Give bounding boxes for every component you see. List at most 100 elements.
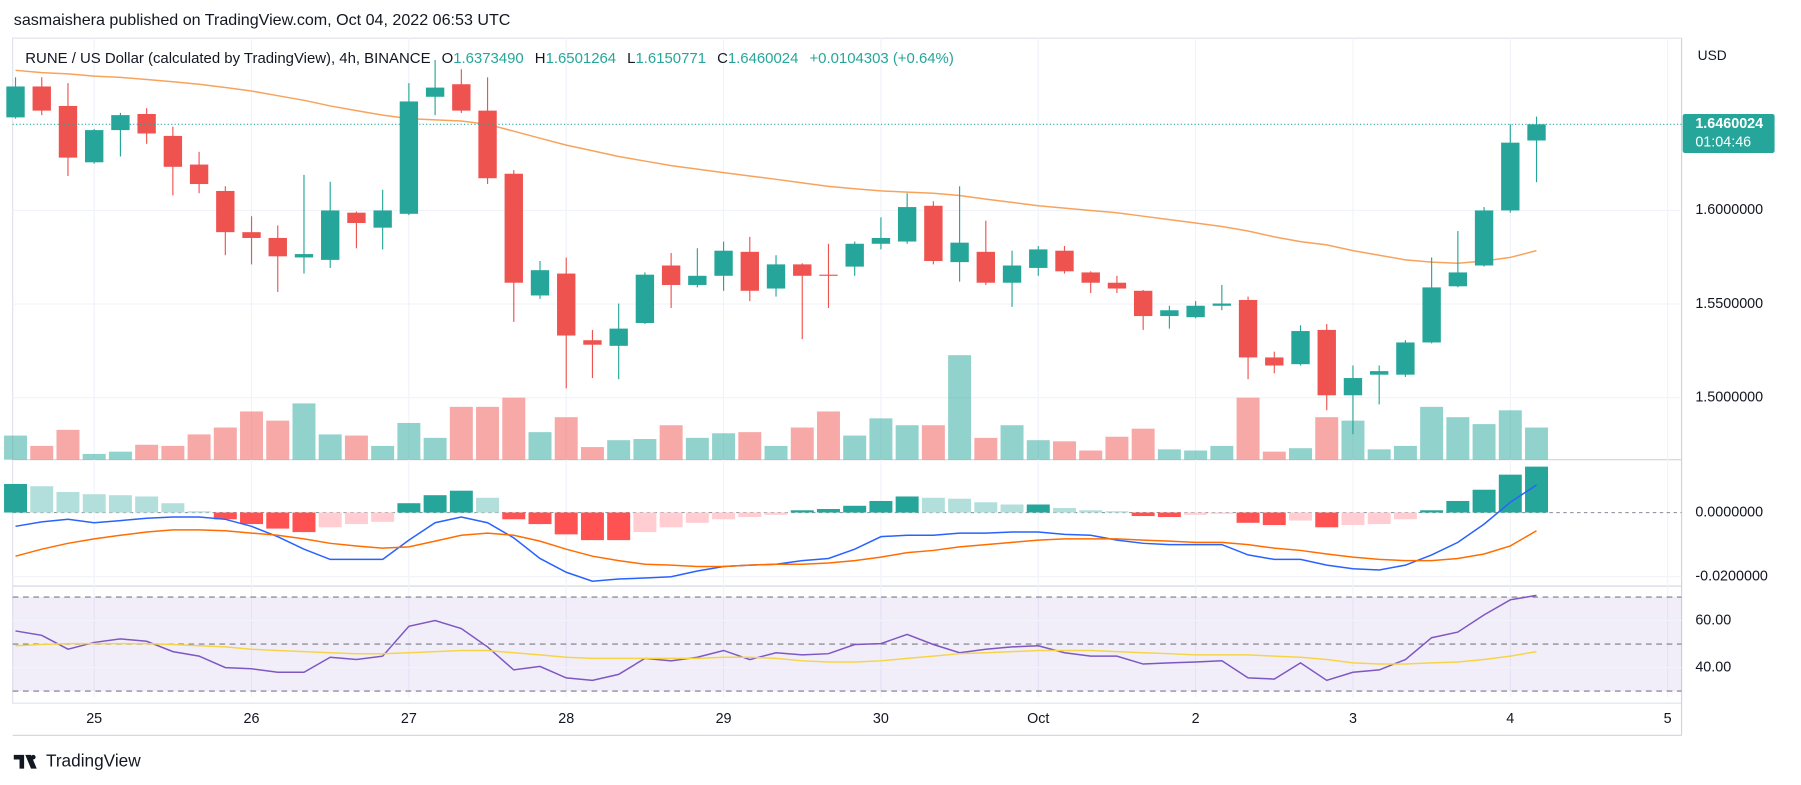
histogram-bar	[161, 503, 185, 513]
candle-body	[1343, 378, 1363, 396]
candle-body	[1133, 290, 1153, 317]
volume-bar	[135, 444, 159, 460]
indicator-line	[15, 594, 1537, 682]
x-tick-label: 29	[716, 711, 732, 727]
y-tick-label: -0.0200000	[1695, 569, 1768, 585]
histogram-bar	[607, 512, 631, 541]
candle-body	[609, 328, 628, 346]
volume-bar	[1289, 448, 1312, 460]
candle-body	[583, 340, 602, 345]
volume-bar	[790, 427, 814, 460]
x-tick-label: 2	[1192, 711, 1200, 727]
ohlc-value: 1.6373490	[453, 50, 524, 67]
brand-name: TradingView	[46, 750, 141, 770]
brand-logo: TradingView	[13, 750, 141, 770]
volume-bar	[1026, 440, 1050, 460]
volume-bar	[633, 439, 657, 460]
histogram-bar	[397, 503, 421, 513]
logo-icon	[13, 754, 37, 769]
histogram-bar	[1472, 489, 1496, 513]
histogram-bar	[633, 512, 657, 533]
candle-body	[1238, 299, 1258, 358]
volume-bar	[502, 397, 526, 460]
candle-body	[557, 273, 576, 336]
candle-body	[1081, 272, 1100, 283]
candle-body	[32, 86, 51, 111]
histogram-bar	[528, 512, 552, 525]
x-tick-label: 28	[558, 711, 574, 727]
y-tick-label: 1.6000000	[1695, 202, 1763, 218]
volume-bar	[1420, 406, 1444, 460]
histogram-bar	[135, 496, 159, 513]
y-tick-label: 0.0000000	[1695, 504, 1763, 520]
histogram-bar	[108, 495, 132, 513]
indicator-line	[15, 642, 1537, 665]
volume-bar	[921, 425, 945, 460]
candle-body	[189, 164, 209, 185]
histogram-bar	[266, 512, 290, 529]
candle-body	[85, 130, 104, 163]
candle-body	[740, 251, 759, 291]
histogram-bar	[1105, 511, 1129, 513]
candle-body	[478, 110, 497, 179]
candle-body	[530, 270, 550, 296]
countdown-label: 01:04:46	[1695, 134, 1751, 150]
histogram-bar	[30, 486, 54, 513]
volume-bar	[1105, 436, 1129, 460]
histogram-bar	[816, 508, 840, 513]
candle-body	[242, 232, 261, 238]
volume-bar	[318, 434, 342, 460]
legend: RUNE / US Dollar (calculated by TradingV…	[25, 50, 954, 67]
volume-bar	[108, 451, 132, 460]
x-tick-label: 4	[1506, 711, 1514, 727]
histogram-bar	[1315, 512, 1339, 528]
volume-bar	[685, 437, 709, 460]
histogram-bar	[1367, 512, 1391, 525]
candle-body	[268, 237, 287, 257]
volume-bar	[607, 440, 631, 460]
candle-body	[1160, 310, 1179, 317]
histogram-bar	[1131, 512, 1155, 517]
candle-body	[819, 274, 838, 276]
volume-bar	[528, 432, 552, 460]
histogram-bar	[1157, 512, 1181, 518]
histogram-bar	[554, 512, 578, 535]
logo-dot	[31, 754, 36, 760]
histogram-bar	[240, 512, 264, 525]
ohlc-value: 1.6501264	[546, 50, 617, 67]
histogram-bar	[371, 512, 395, 522]
candle-body	[452, 84, 471, 111]
x-tick-label: 25	[86, 711, 102, 727]
candle-body	[688, 275, 707, 285]
volume-bar	[816, 411, 840, 460]
candle-body	[373, 210, 392, 228]
published-note: sasmaishera published on TradingView.com…	[14, 11, 511, 29]
ohlc-key: L	[627, 50, 635, 67]
candle-body	[163, 135, 183, 167]
candle-body	[216, 190, 235, 233]
candle-body	[924, 205, 943, 262]
histogram-bar	[869, 500, 893, 513]
y-tick-label: 60.00	[1695, 612, 1731, 628]
histogram-bar	[4, 483, 28, 513]
volume-bar	[1079, 450, 1103, 460]
histogram-bar	[344, 512, 368, 525]
histogram-bar	[790, 510, 814, 513]
candle-body	[1265, 357, 1284, 366]
histogram-bar	[712, 512, 736, 520]
volume-bar	[213, 427, 237, 460]
plot-layer: 25 26 27 28 29 30 Oct 2 3 4 5 1.5000000 1.5500000 1.6…	[4, 38, 1775, 727]
histogram-bar	[292, 512, 316, 533]
x-tick-label: 3	[1349, 711, 1357, 727]
volume-bar	[1000, 425, 1024, 460]
candle-body	[635, 274, 655, 323]
histogram-bar	[738, 512, 762, 518]
candle-body	[399, 101, 419, 214]
candle-body	[1396, 342, 1415, 375]
volume-bar	[1315, 417, 1339, 460]
candle-body	[1291, 331, 1310, 365]
volume-bar	[292, 403, 316, 460]
volume-bar	[82, 453, 106, 460]
